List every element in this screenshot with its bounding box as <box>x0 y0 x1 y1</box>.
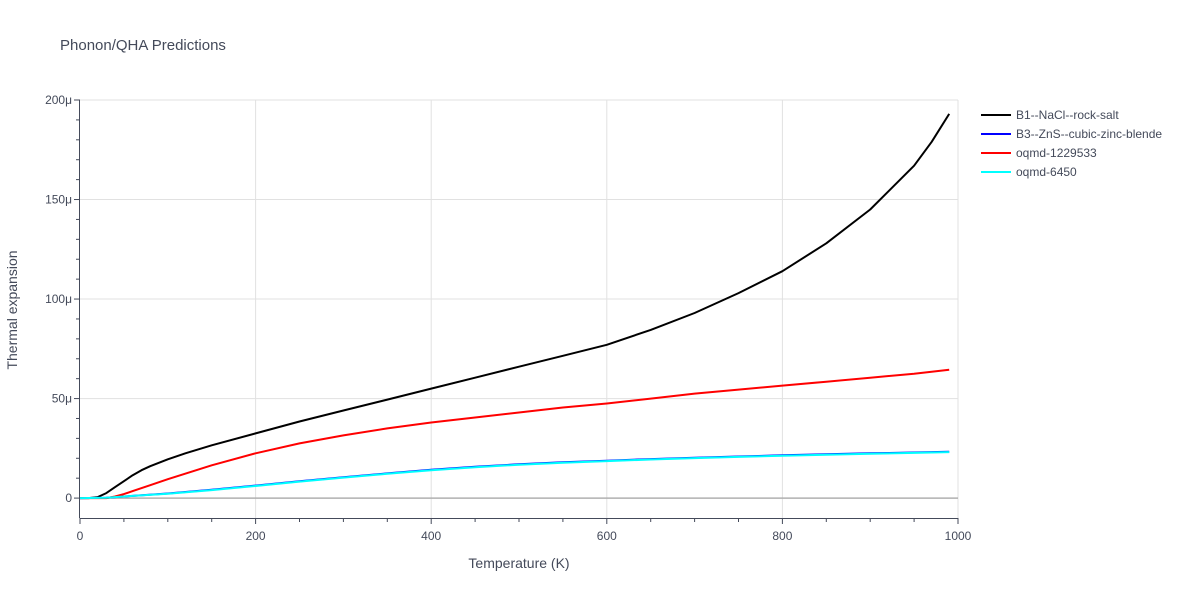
series-line-0[interactable] <box>80 113 951 500</box>
x-tick-label: 800 <box>772 529 792 543</box>
y-tick-label: 200μ <box>45 93 72 107</box>
tick-labels: 0 200 400 600 800 1000 0 50μ 100μ 150μ 200μ <box>45 93 972 543</box>
legend-label: B3--ZnS--cubic-zinc-blende <box>1016 127 1162 141</box>
x-tick-label: 0 <box>77 529 84 543</box>
legend-label: oqmd-1229533 <box>1016 146 1097 160</box>
legend-label: B1--NaCl--rock-salt <box>1016 108 1119 122</box>
y-tick-label: 50μ <box>52 392 72 406</box>
x-tick-label: 600 <box>597 529 617 543</box>
plot-area[interactable] <box>79 113 951 500</box>
legend-item-2[interactable]: oqmd-1229533 <box>981 146 1097 160</box>
series-line-3[interactable] <box>79 451 950 500</box>
y-tick-label: 0 <box>65 491 72 505</box>
axes <box>74 99 959 524</box>
chart-title: Phonon/QHA Predictions <box>60 37 226 54</box>
x-axis-title: Temperature (K) <box>468 555 569 571</box>
x-tick-label: 1000 <box>945 529 972 543</box>
legend-item-3[interactable]: oqmd-6450 <box>981 165 1077 179</box>
x-tick-label: 400 <box>421 529 441 543</box>
legend-label: oqmd-6450 <box>1016 165 1077 179</box>
legend-item-1[interactable]: B3--ZnS--cubic-zinc-blende <box>981 127 1162 141</box>
x-tick-label: 200 <box>246 529 266 543</box>
y-tick-label: 100μ <box>45 292 72 306</box>
grid <box>80 99 959 518</box>
y-tick-label: 150μ <box>45 193 72 207</box>
y-axis-title: Thermal expansion <box>4 250 20 369</box>
legend-item-0[interactable]: B1--NaCl--rock-salt <box>981 108 1119 122</box>
legend[interactable]: B1--NaCl--rock-salt B3--ZnS--cubic-zinc-b… <box>981 108 1162 179</box>
series-line-2[interactable] <box>80 368 950 500</box>
